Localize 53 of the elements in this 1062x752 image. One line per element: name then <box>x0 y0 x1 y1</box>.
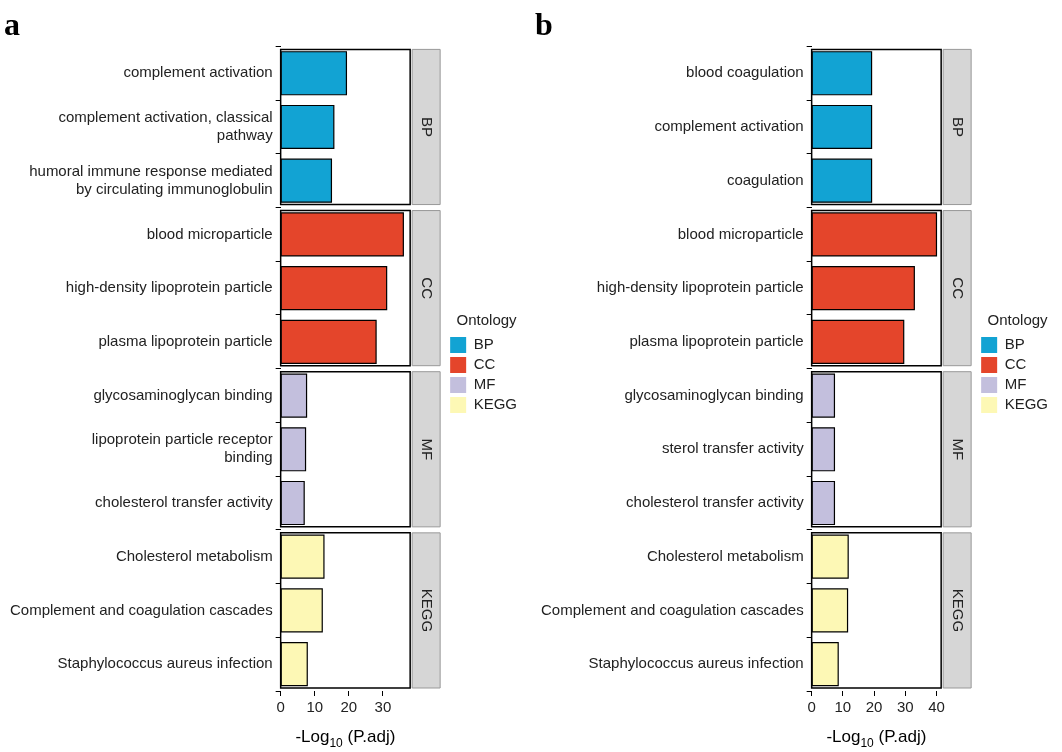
y-tick-label: coagulation <box>726 170 804 188</box>
x-tick-label: 10 <box>834 698 852 716</box>
y-tick-label: sterol transfer activity <box>661 439 805 457</box>
x-tick-label: 10 <box>306 698 324 716</box>
text: a <box>4 6 20 43</box>
text: b <box>535 6 553 43</box>
x-tick-label: 0 <box>807 698 816 716</box>
text: KEGG <box>419 588 437 633</box>
text: BP <box>950 116 968 137</box>
y-tick-label: cholesterol transfer activity <box>95 493 274 511</box>
y-tick-label: Cholesterol metabolism <box>115 546 273 564</box>
text: BP <box>419 116 437 137</box>
legend-label: KEGG <box>1004 395 1049 413</box>
y-tick-label: lipoprotein particle receptor binding <box>91 430 273 466</box>
y-tick-label: blood coagulation <box>686 63 804 81</box>
legend-title: Ontology <box>987 310 1049 328</box>
y-tick-label: humoral immune response mediated by circulating immunoglobulin <box>29 161 273 197</box>
y-tick-label: high-density lipoprotein particle <box>596 278 804 296</box>
legend-label: MF <box>1004 375 1027 393</box>
y-tick-label: complement activation <box>123 63 273 81</box>
legend-label: CC <box>1004 355 1027 373</box>
y-tick-label: Cholesterol metabolism <box>646 546 804 564</box>
text: CC <box>419 277 437 299</box>
text: MF <box>950 438 968 461</box>
x-tick-label: 0 <box>276 698 285 716</box>
legend-label: MF <box>473 375 496 393</box>
y-tick-label: complement activation <box>654 117 804 135</box>
legend-label: BP <box>473 335 494 353</box>
y-tick-label: Staphylococcus aureus infection <box>57 654 273 672</box>
y-tick-label: glycosaminoglycan binding <box>624 385 804 403</box>
x-tick-label: 30 <box>374 698 392 716</box>
y-tick-label: plasma lipoprotein particle <box>98 331 273 349</box>
y-tick-label: Complement and coagulation cascades <box>9 600 273 618</box>
x-tick-label: 30 <box>896 698 914 716</box>
x-tick-label: 40 <box>928 698 945 716</box>
y-tick-label: glycosaminoglycan binding <box>93 385 273 403</box>
x-tick-label: 20 <box>340 698 358 716</box>
y-tick-label: high-density lipoprotein particle <box>65 278 273 296</box>
legend-label: CC <box>473 355 496 373</box>
y-tick-label: Staphylococcus aureus infection <box>588 654 804 672</box>
legend-title: Ontology <box>456 310 518 328</box>
y-tick-label: complement activation, classical pathway <box>58 108 274 144</box>
y-tick-label: cholesterol transfer activity <box>626 493 805 511</box>
text: CC <box>950 277 968 299</box>
y-tick-label: Complement and coagulation cascades <box>540 600 804 618</box>
y-tick-label: blood microparticle <box>677 224 804 242</box>
x-tick-label: 20 <box>865 698 883 716</box>
legend-label: KEGG <box>473 395 518 413</box>
y-tick-label: blood microparticle <box>146 224 273 242</box>
y-tick-label: plasma lipoprotein particle <box>629 331 804 349</box>
text: MF <box>419 438 437 461</box>
text: KEGG <box>950 588 968 633</box>
legend-label: BP <box>1004 335 1025 353</box>
